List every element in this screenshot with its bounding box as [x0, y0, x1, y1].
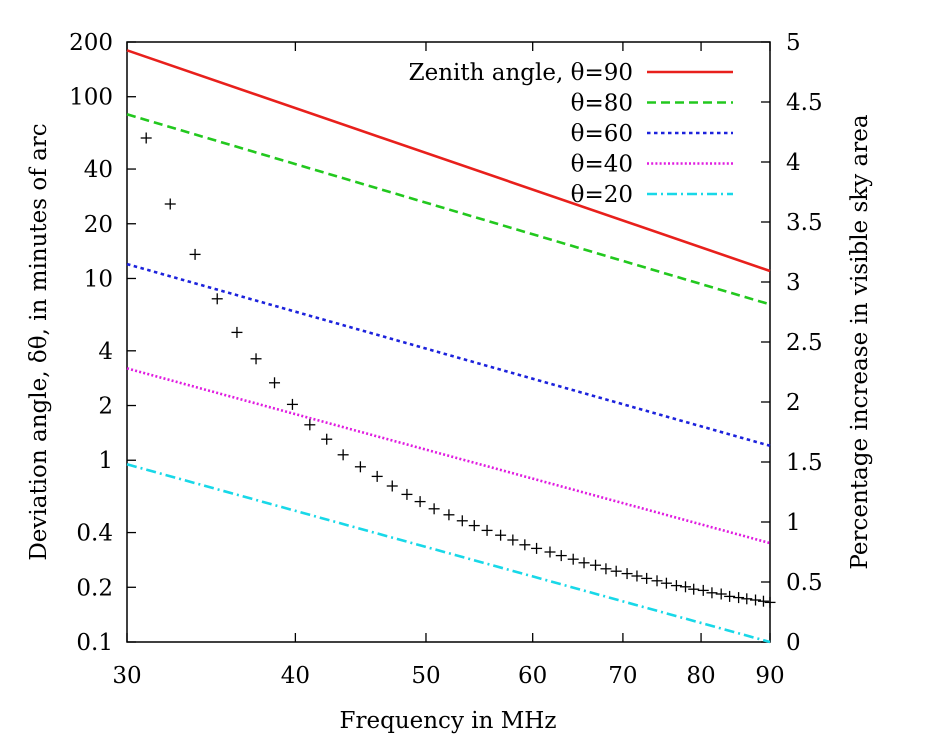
y-tick-label: 0.2 [76, 575, 113, 601]
legend-label: θ=40 [571, 152, 633, 178]
scatter-point [750, 594, 762, 606]
x-tick-label: 60 [518, 663, 547, 689]
y-tick-label: 20 [84, 212, 113, 238]
legend: Zenith angle, θ=90 θ=80 θ=60 θ=40 θ=20 [409, 60, 733, 208]
scatter-point [679, 581, 691, 593]
y-tick-label: 1 [98, 448, 113, 474]
scatter-point [724, 590, 736, 602]
scatter-point [757, 595, 769, 607]
scatter-point [733, 592, 745, 604]
scatter-point [651, 575, 663, 587]
x-tick-label: 70 [608, 663, 637, 689]
y-tick-label: 100 [69, 85, 113, 111]
y-tick-label: 2 [98, 394, 113, 420]
scatter-point [337, 449, 349, 461]
legend-label: θ=80 [571, 91, 633, 117]
plot-frame [126, 41, 771, 643]
scatter-point [641, 572, 653, 584]
legend-label: Zenith angle, θ=90 [409, 60, 633, 86]
scatter-point [600, 563, 612, 575]
y2-axis-label: Percentage increase in visible sky area [847, 114, 873, 569]
scatter-point [631, 570, 643, 582]
scatter-point [321, 433, 333, 445]
scatter-point [567, 553, 579, 565]
y-tick-label: 0.4 [76, 521, 113, 547]
scatter-point [590, 559, 602, 571]
y2-tick-label: 3.5 [786, 210, 823, 236]
scatter-point [688, 583, 700, 595]
y2-tick-label: 0.5 [786, 570, 823, 596]
scatter-point [578, 557, 590, 569]
scatter-point [250, 353, 262, 365]
legend-label: θ=20 [571, 182, 633, 208]
y-axis-label: Deviation angle, δθ, in minutes of arc [26, 123, 52, 560]
scatter-point [354, 461, 366, 473]
scatter-point [386, 480, 398, 492]
scatter-point [140, 132, 152, 144]
y2-tick-label: 1 [786, 510, 801, 536]
axis-ticks: 30 40 50 60 70 80 90 0.1 0.2 0.4 1 2 4 10 20 40 100 200 0 0… [69, 30, 822, 689]
scatter-point [286, 398, 298, 410]
series-line [126, 113, 771, 306]
scatter-point [231, 326, 243, 338]
x-axis-label: Frequency in MHz [340, 708, 557, 734]
scatter-point [741, 593, 753, 605]
series-line [126, 262, 771, 448]
y-tick-label: 10 [84, 266, 113, 292]
y2-tick-label: 4.5 [786, 90, 823, 116]
y-tick-label: 4 [98, 339, 113, 365]
y2-tick-label: 4 [786, 150, 801, 176]
scatter-point [371, 470, 383, 482]
x-tick-label: 90 [755, 663, 784, 689]
scatter-point [304, 419, 316, 431]
series-line [126, 367, 771, 545]
y-tick-label: 40 [84, 157, 113, 183]
x-tick-label: 50 [411, 663, 440, 689]
y2-tick-label: 2.5 [786, 330, 823, 356]
y-tick-label: 200 [69, 30, 113, 56]
y2-tick-label: 1.5 [786, 450, 823, 476]
scatter-point [555, 550, 567, 562]
scatter-point [401, 488, 413, 500]
legend-label: θ=60 [571, 121, 633, 147]
scatter-point [670, 580, 682, 592]
scatter-point [468, 520, 480, 532]
y2-tick-label: 2 [786, 390, 801, 416]
scatter-point [706, 587, 718, 599]
series-line [126, 463, 771, 644]
scatter-point [507, 534, 519, 546]
y-tick-label: 0.1 [76, 630, 113, 656]
scatter-point [764, 596, 776, 608]
scatter-point [428, 503, 440, 515]
scatter-point [164, 198, 176, 210]
y2-tick-label: 5 [786, 30, 801, 56]
series-line [126, 49, 771, 273]
scatter-point [621, 568, 633, 580]
y2-tick-label: 3 [786, 270, 801, 296]
scatter-point [456, 515, 468, 527]
scatter-point [481, 524, 493, 536]
scatter-point [715, 588, 727, 600]
scatter-point [269, 377, 281, 389]
x-tick-label: 80 [686, 663, 715, 689]
scatter-point [495, 529, 507, 541]
scatter-point [531, 542, 543, 554]
scatter-point [697, 584, 709, 596]
scatter-point [189, 248, 201, 260]
scatter-point [660, 577, 672, 589]
scatter-point [211, 293, 223, 305]
scatter-point [610, 565, 622, 577]
series-lines [126, 49, 771, 644]
y2-tick-label: 0 [786, 630, 801, 656]
x-tick-label: 30 [112, 663, 141, 689]
scatter-point [443, 509, 455, 521]
scatter-point [519, 539, 531, 551]
x-tick-label: 40 [281, 663, 310, 689]
scatter-point [544, 546, 556, 558]
scatter-point [414, 496, 426, 508]
scatter-points [140, 132, 776, 608]
